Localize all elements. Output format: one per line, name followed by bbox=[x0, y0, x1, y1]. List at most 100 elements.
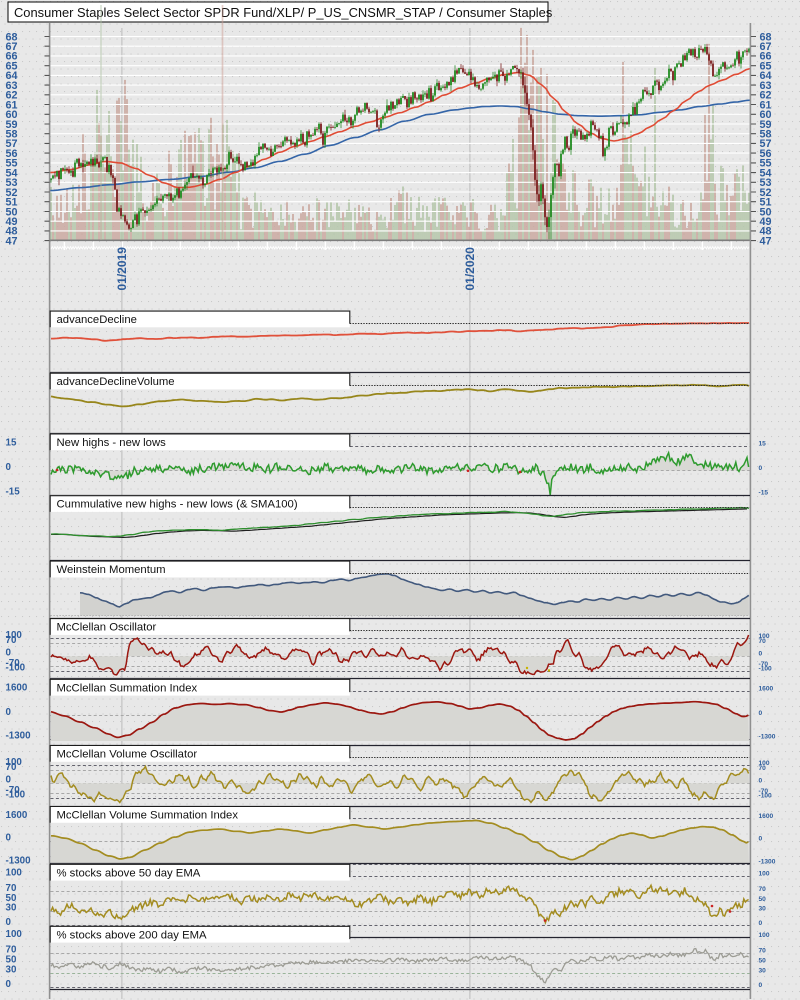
svg-text:30: 30 bbox=[6, 903, 17, 914]
svg-text:0: 0 bbox=[6, 832, 12, 843]
svg-text:52: 52 bbox=[6, 187, 18, 199]
svg-text:0: 0 bbox=[6, 775, 12, 786]
svg-text:0: 0 bbox=[759, 651, 763, 658]
svg-text:50: 50 bbox=[759, 896, 767, 903]
svg-text:-100: -100 bbox=[6, 663, 26, 674]
svg-text:New highs - new lows: New highs - new lows bbox=[57, 437, 167, 449]
svg-text:100: 100 bbox=[759, 633, 770, 640]
svg-text:100: 100 bbox=[6, 757, 23, 768]
svg-text:70: 70 bbox=[759, 947, 767, 954]
svg-text:100: 100 bbox=[6, 929, 23, 940]
svg-text:59: 59 bbox=[6, 119, 18, 131]
svg-text:56: 56 bbox=[6, 148, 18, 160]
svg-text:-1300: -1300 bbox=[6, 730, 32, 741]
svg-text:McClellan Summation Index: McClellan Summation Index bbox=[57, 682, 198, 694]
svg-text:0: 0 bbox=[6, 707, 12, 718]
svg-text:-70: -70 bbox=[6, 785, 21, 796]
svg-text:0: 0 bbox=[6, 917, 12, 928]
svg-text:52: 52 bbox=[760, 187, 772, 199]
svg-text:62: 62 bbox=[760, 90, 772, 102]
svg-text:63: 63 bbox=[760, 80, 772, 92]
svg-text:01/2020: 01/2020 bbox=[463, 247, 477, 291]
svg-text:47: 47 bbox=[760, 235, 772, 247]
svg-text:67: 67 bbox=[760, 41, 772, 53]
svg-text:50: 50 bbox=[760, 206, 772, 218]
svg-text:49: 49 bbox=[6, 216, 18, 228]
svg-text:advanceDecline: advanceDecline bbox=[57, 314, 137, 326]
svg-text:-1300: -1300 bbox=[759, 858, 776, 865]
svg-text:67: 67 bbox=[6, 41, 18, 53]
svg-text:1600: 1600 bbox=[759, 686, 774, 693]
svg-text:68: 68 bbox=[760, 31, 772, 43]
svg-text:70: 70 bbox=[6, 762, 17, 773]
svg-text:60: 60 bbox=[760, 109, 772, 121]
svg-text:100: 100 bbox=[6, 868, 23, 879]
svg-text:01/2019: 01/2019 bbox=[115, 247, 129, 291]
svg-text:100: 100 bbox=[759, 871, 770, 878]
svg-text:100: 100 bbox=[759, 932, 770, 939]
svg-text:62: 62 bbox=[6, 90, 18, 102]
svg-text:50: 50 bbox=[759, 957, 767, 964]
svg-text:McClellan Volume Oscillator: McClellan Volume Oscillator bbox=[57, 749, 198, 761]
svg-text:48: 48 bbox=[6, 226, 18, 238]
svg-text:100: 100 bbox=[759, 760, 770, 767]
svg-text:0: 0 bbox=[759, 920, 763, 927]
svg-text:Cummulative new highs - new lo: Cummulative new highs - new lows (& SMA1… bbox=[57, 499, 298, 511]
svg-text:50: 50 bbox=[6, 954, 17, 965]
svg-text:30: 30 bbox=[759, 967, 767, 974]
svg-text:-15: -15 bbox=[6, 486, 21, 497]
svg-text:-100: -100 bbox=[759, 666, 773, 673]
svg-text:1600: 1600 bbox=[6, 683, 28, 694]
svg-text:-70: -70 bbox=[759, 788, 769, 795]
svg-text:McClellan Oscillator: McClellan Oscillator bbox=[57, 622, 157, 634]
svg-text:-70: -70 bbox=[759, 661, 769, 668]
svg-text:61: 61 bbox=[6, 99, 18, 111]
svg-text:-15: -15 bbox=[759, 489, 769, 496]
svg-text:47: 47 bbox=[6, 235, 18, 247]
svg-text:70: 70 bbox=[6, 883, 17, 894]
svg-text:15: 15 bbox=[6, 437, 17, 448]
svg-text:0: 0 bbox=[759, 982, 763, 989]
svg-text:0: 0 bbox=[6, 979, 12, 990]
svg-text:58: 58 bbox=[6, 129, 18, 141]
svg-text:54: 54 bbox=[760, 167, 772, 179]
svg-text:70: 70 bbox=[6, 944, 17, 955]
svg-text:63: 63 bbox=[6, 80, 18, 92]
svg-text:70: 70 bbox=[759, 638, 767, 645]
svg-text:55: 55 bbox=[760, 158, 772, 170]
svg-text:0: 0 bbox=[759, 710, 763, 717]
svg-text:68: 68 bbox=[6, 31, 18, 43]
svg-text:65: 65 bbox=[760, 61, 772, 73]
svg-text:70: 70 bbox=[759, 886, 767, 893]
svg-text:advanceDeclineVolume: advanceDeclineVolume bbox=[57, 376, 175, 388]
svg-text:McClellan Volume Summation Ind: McClellan Volume Summation Index bbox=[57, 810, 239, 822]
svg-text:53: 53 bbox=[760, 177, 772, 189]
svg-text:1600: 1600 bbox=[6, 810, 28, 821]
svg-text:60: 60 bbox=[6, 109, 18, 121]
svg-text:50: 50 bbox=[6, 206, 18, 218]
svg-text:Consumer Staples Select Sector: Consumer Staples Select Sector SPDR Fund… bbox=[14, 5, 552, 20]
svg-text:66: 66 bbox=[760, 51, 772, 63]
svg-text:54: 54 bbox=[6, 167, 18, 179]
svg-text:-100: -100 bbox=[759, 793, 773, 800]
svg-text:0: 0 bbox=[759, 465, 763, 472]
svg-text:15: 15 bbox=[759, 440, 767, 447]
svg-text:Weinstein Momentum: Weinstein Momentum bbox=[57, 564, 166, 576]
svg-text:70: 70 bbox=[6, 635, 17, 646]
svg-text:57: 57 bbox=[6, 138, 18, 150]
svg-text:0: 0 bbox=[6, 462, 12, 473]
svg-text:57: 57 bbox=[760, 138, 772, 150]
svg-text:51: 51 bbox=[6, 197, 18, 209]
svg-text:58: 58 bbox=[760, 129, 772, 141]
svg-text:49: 49 bbox=[760, 216, 772, 228]
svg-text:51: 51 bbox=[760, 197, 772, 209]
svg-text:70: 70 bbox=[759, 765, 767, 772]
svg-text:0: 0 bbox=[6, 648, 12, 659]
svg-text:61: 61 bbox=[760, 99, 772, 111]
svg-text:-1300: -1300 bbox=[759, 733, 776, 740]
svg-text:1600: 1600 bbox=[759, 813, 774, 820]
svg-text:66: 66 bbox=[6, 51, 18, 63]
svg-text:100: 100 bbox=[6, 630, 23, 641]
svg-text:30: 30 bbox=[6, 964, 17, 975]
svg-text:56: 56 bbox=[760, 148, 772, 160]
